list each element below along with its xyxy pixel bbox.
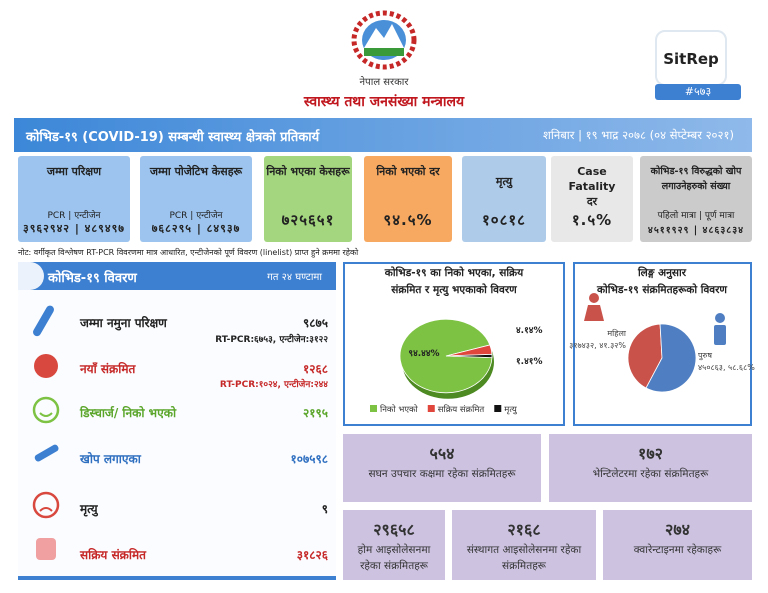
pie-slice [627, 323, 663, 389]
details-panel: कोभिड-१९ विवरण गत २४ घण्टामा [18, 262, 336, 580]
card: कोभिड-१९ विरुद्धको खोप लगाउनेहरुको संख्य… [640, 156, 752, 242]
stat-box: २१६८ संस्थागत आइसोलेसनमा रहेका संक्रमितहर… [452, 510, 596, 580]
value-label: १.४१% [516, 357, 542, 367]
header-icon [18, 262, 44, 290]
card-value: ७६८२९५ | ८४९३७ [151, 222, 241, 235]
card-subtitle: PCR | एन्टीजेन [169, 211, 223, 221]
banner: कोभिड-१९ (COVID-19) सम्बन्धी स्वास्थ्य क… [14, 118, 752, 152]
details-title: कोभिड-१९ विवरण [48, 271, 137, 286]
card-title: मृत्यु [495, 175, 513, 188]
value-label: ४५०८६३, ५८.६८% [698, 363, 755, 372]
stat-box: २९६५८ होम आइसोलेसनमा रहेका संक्रमितहरू [343, 510, 445, 580]
box-label: सघन उपचार कक्षमा रहेका संक्रमितहरू [368, 468, 516, 480]
stat-box: ५५४ सघन उपचार कक्षमा रहेका संक्रमितहरू [343, 434, 541, 502]
stat-box: २७४ क्वारेन्टाइनमा रहेकाहरू [603, 510, 752, 580]
box-label: भेन्टिलेटरमा रहेका संक्रमितहरू [592, 468, 709, 480]
card-value: ९४.५% [383, 211, 433, 229]
card: निको भएको दर ९४.५% [364, 156, 452, 242]
row-value: १२६८ [303, 362, 328, 376]
card-value: १०८१८ [481, 211, 526, 229]
card-value: १.५% [571, 211, 613, 229]
row-detail: RT-PCR:६७५३, एन्टीजेन:३१२२ [215, 335, 328, 345]
value-label: ४.१४% [516, 326, 542, 336]
pie-panel [573, 262, 752, 426]
ministry: स्वास्थ्य तथा जनसंख्या मन्त्रालय [303, 94, 465, 110]
legend-label: मृत्यु [504, 405, 518, 415]
card-value: ३९६२९४२ | ४८९४९७ [22, 222, 126, 235]
legend-label: निको भएको [380, 404, 419, 415]
chart-title: कोभिड-१९ का निको भएका, सक्रिय संक्रमित र … [384, 266, 524, 297]
card: Case Fatality दर १.५% [551, 156, 633, 242]
male-icon [715, 313, 725, 323]
row-value: २१९५ [303, 406, 328, 420]
card-subtitle: PCR | एन्टीजेन [47, 211, 101, 221]
card-value: ७२५६५१ [281, 211, 335, 229]
card-title: Case Fatality दर [568, 165, 616, 208]
row-label: मृत्यु [80, 502, 98, 516]
pie-slice [645, 323, 697, 393]
value-label: ३१७४३२, ४१.३२% [569, 341, 626, 350]
sitrep-number: #५७३ [655, 84, 741, 100]
legend-swatch [427, 405, 435, 412]
card-title: जम्मा पोजेटिभ केसहरू [149, 165, 243, 178]
box-label: संस्थागत आइसोलेसनमा रहेका संक्रमितहरू [466, 544, 582, 572]
row-label: डिस्चार्ज/ निको भएको [80, 406, 177, 420]
row-icons [32, 305, 60, 560]
row-label: खोप लगाएका [80, 452, 141, 466]
pie-slice [445, 353, 493, 359]
card: जम्मा पोजेटिभ केसहरू PCR | एन्टीजेन ७६८२९५… [140, 156, 252, 242]
row-label: नयाँ संक्रमित [80, 362, 136, 376]
row-detail: RT-PCR:१०२४, एन्टीजेन:२४४ [219, 380, 328, 390]
details-period: गत २४ घण्टामा [267, 272, 322, 283]
banner-date: शनिबार | १९ भाद्र २०७८ (०४ सेप्टेम्बर २०… [543, 128, 734, 142]
male-icon [714, 325, 726, 345]
female-icon [584, 305, 604, 321]
box-value: २९६५८ [373, 520, 415, 539]
slice-category: महिला [607, 328, 627, 338]
card-title: निको भएको दर [376, 165, 440, 178]
slice-category: पुरुष [698, 351, 712, 361]
box-label: क्वारेन्टाइनमा रहेकाहरू [633, 544, 722, 556]
card: जम्मा परिक्षण PCR | एन्टीजेन ३९६२९४२ | ४८९… [18, 156, 130, 242]
row-value: ९ [321, 502, 328, 516]
legend-swatch [494, 405, 502, 412]
card: मृत्यु १०८१८ [462, 156, 546, 242]
card-subtitle: पहिलो मात्रा | पूर्ण मात्रा [657, 211, 735, 221]
banner-title: कोभिड-१९ (COVID-19) सम्बन्धी स्वास्थ्य क… [26, 130, 320, 145]
row-value: ३१८२६ [296, 548, 328, 562]
government: नेपाल सरकार [359, 77, 409, 88]
pie-panel [343, 262, 565, 426]
box-value: ५५४ [429, 444, 455, 463]
emblem [351, 10, 417, 70]
row-label: जम्मा नमुना परिक्षण [80, 316, 167, 330]
box-value: २७४ [665, 520, 690, 539]
card-title: निको भएका केसहरू [266, 165, 350, 178]
card-title: कोभिड-१९ विरुद्धको खोप लगाउनेहरुको संख्य… [650, 166, 742, 192]
female-icon [589, 293, 599, 303]
stat-box: १७२ भेन्टिलेटरमा रहेका संक्रमितहरू [549, 434, 752, 502]
box-value: १७२ [638, 444, 663, 463]
card: निको भएका केसहरू ७२५६५१ [264, 156, 352, 242]
card-value: ४५११९२९ | ४८६३८३४ [647, 225, 745, 236]
box-label: होम आइसोलेसनमा रहेका संक्रमितहरू [357, 544, 431, 572]
row-label: सक्रिय संक्रमित [80, 548, 147, 562]
row-value: ९८७५ [303, 316, 328, 330]
note: नोट: वर्गीकृत विश्लेषण RT-PCR विवरणमा मा… [18, 248, 359, 257]
legend-label: सक्रिय संक्रमित [438, 404, 485, 415]
box-value: २१६८ [507, 520, 541, 539]
card-title: जम्मा परिक्षण [46, 165, 102, 178]
value-label: ९४.४४% [408, 349, 439, 359]
chart-title: लिङ्ग अनुसार कोभिड-१९ संक्रमितहरूको विवरण [596, 266, 727, 296]
legend-swatch [370, 405, 377, 412]
details-header: कोभिड-१९ विवरण गत २४ घण्टामा [18, 262, 336, 290]
sitrep-label: SitRep [663, 50, 719, 68]
row-value: १०७५९८ [290, 452, 328, 466]
